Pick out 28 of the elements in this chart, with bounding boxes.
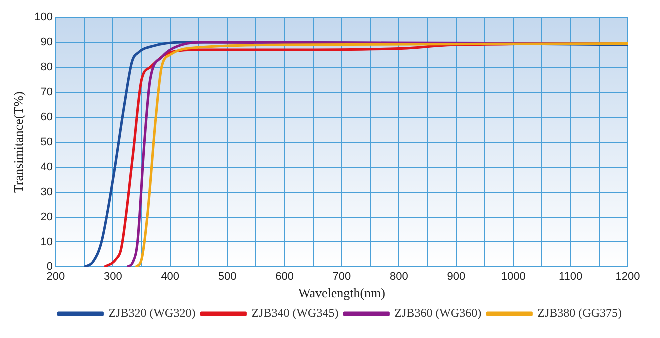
y-tick-label: 80: [40, 62, 53, 74]
legend-label: ZJB340 (WG345): [252, 306, 339, 320]
x-tick-label: 300: [104, 270, 122, 283]
legend-label: ZJB380 (GG375): [538, 306, 622, 320]
y-tick-label: 70: [40, 86, 53, 99]
legend-label: ZJB360 (WG360): [394, 306, 482, 320]
y-tick-label: 50: [40, 136, 53, 148]
x-tick-label: 600: [276, 270, 294, 283]
y-tick-label: 90: [40, 36, 53, 49]
y-tick-label: 60: [40, 111, 53, 124]
x-tick-label: 1100: [558, 270, 583, 283]
x-tick-label: 500: [218, 270, 237, 283]
y-tick-label: 100: [34, 12, 53, 24]
x-tick-label: 200: [46, 270, 66, 283]
x-tick-label: 400: [161, 270, 180, 283]
x-tick-label: 1000: [501, 270, 526, 283]
x-tick-label: 800: [390, 270, 408, 283]
x-axis-title: Wavelength(nm): [298, 286, 386, 301]
x-tick-label: 900: [447, 270, 466, 283]
y-tick-label: 30: [40, 186, 53, 198]
y-tick-label: 0: [46, 261, 53, 274]
x-tick-label: 1200: [616, 270, 640, 283]
y-axis-title: Transimitance(T%): [11, 92, 26, 194]
y-tick-label: 20: [40, 211, 53, 224]
y-tick-label: 40: [40, 161, 53, 174]
y-tick-label: 10: [40, 236, 53, 248]
legend-label: ZJB320 (WG320): [108, 306, 196, 320]
x-tick-label: 700: [332, 270, 352, 283]
